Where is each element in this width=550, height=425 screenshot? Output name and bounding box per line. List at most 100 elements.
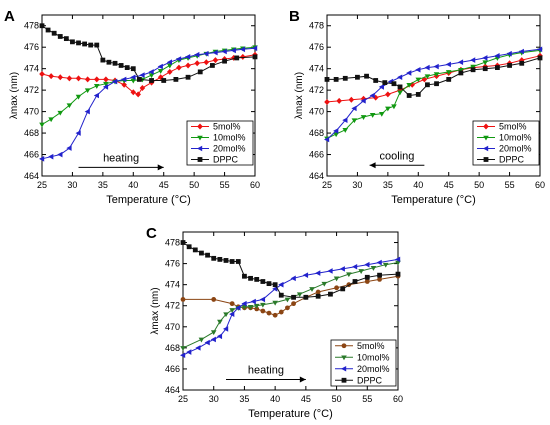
series-dppc — [180, 240, 401, 300]
x-tick-label: 60 — [393, 394, 403, 404]
data-point — [51, 30, 57, 36]
annotation-arrow-head — [299, 376, 306, 383]
data-point — [130, 66, 136, 72]
data-point — [242, 273, 247, 279]
data-point — [259, 296, 266, 303]
data-point — [197, 69, 203, 75]
data-point — [185, 54, 191, 60]
legend: 5mol%10mol%20mol%DPPC — [186, 120, 254, 166]
data-point — [240, 53, 246, 60]
data-point — [157, 63, 163, 70]
series-line — [41, 25, 256, 81]
data-point — [75, 94, 82, 100]
data-point — [333, 77, 339, 82]
data-point — [75, 75, 82, 82]
data-point — [106, 59, 112, 65]
data-point — [166, 59, 172, 66]
legend-marker — [341, 355, 347, 361]
legend-entry: 10mol% — [357, 352, 390, 362]
x-tick-label: 55 — [505, 180, 515, 190]
x-tick-label: 35 — [98, 180, 108, 190]
data-point — [339, 266, 345, 272]
data-point — [84, 76, 91, 83]
x-tick-label: 50 — [474, 180, 484, 190]
data-point — [211, 255, 217, 261]
data-point — [364, 274, 370, 280]
data-point — [364, 279, 370, 284]
data-point — [239, 46, 246, 53]
data-point — [103, 76, 109, 83]
data-point — [221, 48, 227, 55]
data-point — [278, 292, 284, 298]
data-point — [425, 82, 430, 88]
data-point — [223, 326, 229, 332]
annotation-text: cooling — [380, 150, 415, 162]
data-point — [157, 74, 164, 81]
data-point — [148, 69, 154, 75]
data-point — [377, 272, 382, 278]
data-point — [48, 153, 54, 160]
data-point — [433, 63, 439, 70]
legend-entry: 5mol% — [499, 122, 527, 132]
data-point — [415, 66, 421, 73]
y-tick-label: 470 — [309, 107, 324, 117]
data-point — [167, 63, 173, 69]
data-point — [229, 259, 235, 264]
data-point — [195, 345, 201, 351]
data-point — [482, 55, 488, 61]
data-point — [333, 128, 339, 134]
y-tick-label: 466 — [165, 364, 180, 374]
data-point — [210, 336, 216, 343]
data-point — [376, 259, 382, 266]
data-point — [385, 106, 391, 112]
data-point — [342, 75, 348, 81]
series-10mol- — [324, 48, 543, 142]
x-tick-label: 25 — [37, 180, 47, 190]
data-point — [254, 306, 260, 312]
series-line — [326, 49, 541, 139]
data-point — [360, 98, 366, 104]
data-point — [346, 272, 352, 278]
data-point — [48, 117, 54, 123]
data-point — [482, 66, 488, 72]
y-tick-label: 468 — [165, 343, 180, 353]
data-point — [194, 60, 200, 67]
data-point — [63, 36, 69, 42]
y-tick-label: 472 — [309, 85, 324, 95]
data-point — [124, 65, 130, 70]
data-point — [84, 108, 90, 115]
data-point — [94, 42, 100, 48]
x-axis-label: Temperature (°C) — [391, 194, 475, 206]
legend: 5mol%10mol%20mol%DPPC — [330, 339, 397, 387]
data-point — [139, 72, 145, 78]
legend-entry: 10mol% — [499, 133, 532, 143]
data-point — [340, 286, 346, 292]
panel-label: C — [146, 225, 157, 242]
plot-frame — [182, 231, 399, 391]
x-axis-label: Temperature (°C) — [248, 408, 332, 420]
data-point — [470, 67, 476, 73]
y-tick-label: 476 — [165, 259, 180, 269]
y-tick-label: 472 — [165, 301, 180, 311]
data-point — [102, 84, 109, 90]
legend-marker — [197, 135, 203, 141]
data-point — [260, 302, 266, 308]
y-tick-label: 468 — [24, 128, 39, 138]
data-point — [272, 312, 278, 318]
y-tick-label: 476 — [309, 42, 324, 52]
annotation-text: heating — [103, 152, 139, 164]
y-tick-label: 478 — [24, 21, 39, 31]
series-dppc — [324, 55, 543, 98]
y-tick-label: 464 — [24, 171, 39, 181]
data-point — [309, 287, 315, 292]
data-point — [186, 244, 192, 250]
data-point — [235, 305, 241, 311]
x-tick-label: 55 — [220, 180, 230, 190]
legend-marker — [341, 377, 347, 383]
data-point — [149, 78, 154, 83]
data-point — [180, 352, 186, 359]
data-point — [210, 63, 215, 68]
data-point — [321, 281, 328, 287]
data-point — [39, 122, 45, 128]
data-point — [103, 81, 109, 87]
